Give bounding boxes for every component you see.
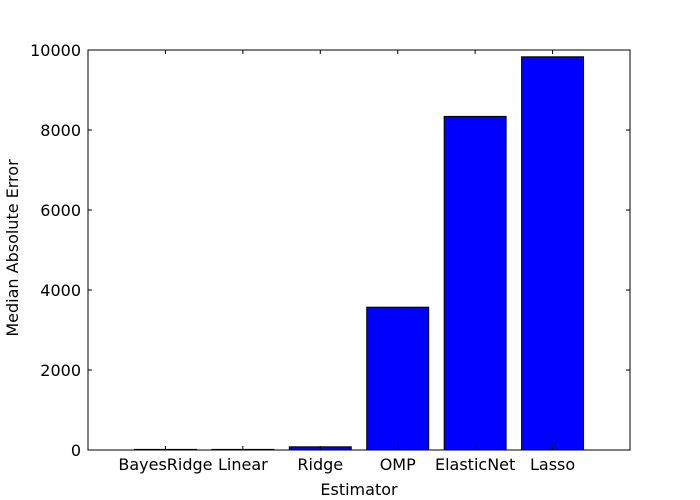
x-tick-label: ElasticNet: [435, 455, 515, 474]
bar-elasticnet: [443, 115, 507, 451]
plot-frame: [87, 49, 631, 451]
ticks-layer: BayesRidge Linear Ridge OMP ElasticNet Lasso 0…: [30, 41, 630, 474]
x-axis-title: Estimator: [320, 480, 398, 499]
y-tick-label: 0: [71, 441, 81, 460]
x-tick-label: Ridge: [297, 455, 343, 474]
bar-lasso: [521, 56, 585, 451]
y-axis-title: Median Absolute Error: [3, 159, 22, 337]
bars-layer: [133, 56, 585, 451]
x-tick-label: BayesRidge: [118, 455, 212, 474]
x-tick-label: OMP: [380, 455, 416, 474]
x-tick-label: Linear: [218, 455, 268, 474]
y-tick-label: 8000: [40, 121, 81, 140]
x-tick-label: Lasso: [530, 455, 575, 474]
y-tick-label: 10000: [30, 41, 81, 60]
bar-omp: [366, 306, 430, 451]
y-tick-label: 2000: [40, 361, 81, 380]
y-tick-label: 4000: [40, 281, 81, 300]
y-tick-label: 6000: [40, 201, 81, 220]
